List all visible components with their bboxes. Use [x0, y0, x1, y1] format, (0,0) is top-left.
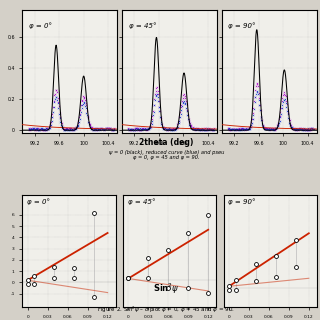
Text: φ = 0°: φ = 0° — [29, 22, 52, 29]
Text: φ = 45°: φ = 45° — [129, 22, 156, 29]
Text: φ = 45°: φ = 45° — [128, 198, 155, 205]
Text: 2theta (deg): 2theta (deg) — [139, 138, 194, 147]
Text: φ = 90°: φ = 90° — [228, 22, 256, 29]
Text: Sin$^2\psi$: Sin$^2\psi$ — [153, 282, 180, 296]
Text: φ = 0°: φ = 0° — [27, 198, 50, 205]
Text: φ = 90°: φ = 90° — [228, 198, 256, 205]
Text: φ = 0, φ = 45 and φ = 90.: φ = 0, φ = 45 and φ = 90. — [133, 156, 200, 160]
Text: Figure 2. Sin$^2\psi$ – $\sigma$ plot $\varphi$ = 0, $\varphi$ = 45 and $\varphi: Figure 2. Sin$^2\psi$ – $\sigma$ plot $\… — [98, 305, 235, 315]
Text: ψ = 0 (black), reduced curve (blue) and pseu: ψ = 0 (black), reduced curve (blue) and … — [109, 150, 224, 155]
